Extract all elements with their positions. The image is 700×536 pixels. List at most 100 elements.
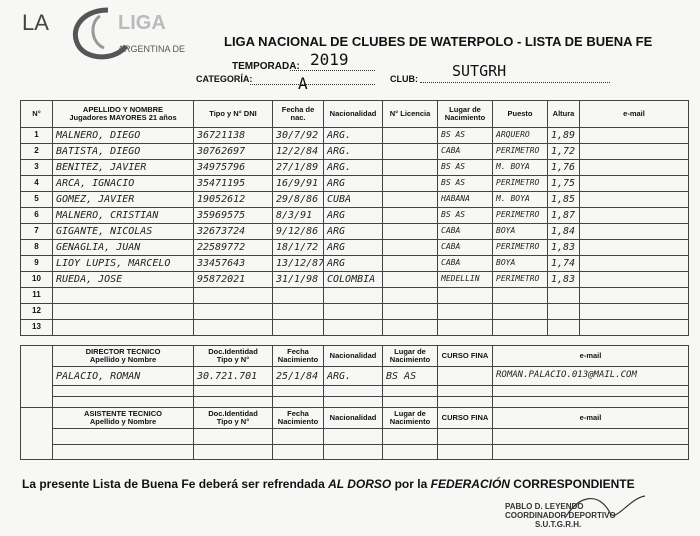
cell-value [579,127,689,144]
cell-value [272,444,324,460]
cell-value: BENITEZ, JAVIER [52,159,194,176]
logo-mark [72,7,129,60]
cell-value [579,255,689,272]
cell-value [382,127,438,144]
cell-value: COLOMBIA [323,271,383,288]
cell-value [492,303,548,320]
cell-value: ARG [323,207,383,224]
cell-value: 9/12/86 [272,223,324,240]
cell-value: 32673724 [193,223,273,240]
cell-value [323,444,383,460]
cell-value: ARG. [323,159,383,176]
club-value: SUTGRH [452,62,507,80]
cell-value: ARG. [323,366,383,386]
cell-value [437,428,493,445]
cell-value [52,303,194,320]
cell-value: ARG [323,255,383,272]
cell-value [52,319,194,336]
cell-value [437,366,493,386]
cell-value [382,175,438,192]
cell-value: RUEDA, JOSE [52,271,194,288]
column-header: e-mail [492,345,689,367]
cell-value [547,303,580,320]
row-number: 8 [20,239,53,256]
cell-value: CABA [437,143,493,160]
cell-value: ARQUERO [492,127,548,144]
cell-value [382,428,438,445]
cell-value: BS AS [437,207,493,224]
row-number: 9 [20,255,53,272]
cell-value [323,428,383,445]
column-header: Altura [547,100,580,128]
cell-value: 18/1/72 [272,239,324,256]
cell-value: ARG [323,223,383,240]
cell-value: 95872021 [193,271,273,288]
cell-value: PERIMETRO [492,175,548,192]
row-number: 10 [20,271,53,288]
footer-emphasis: AL DORSO [328,477,392,491]
title: LIGA NACIONAL DE CLUBES DE WATERPOLO - L… [224,34,653,49]
cell-value [382,143,438,160]
cell-value [437,303,493,320]
column-header: Fecha Nacimiento [272,407,324,429]
section-gutter [20,345,53,408]
row-number: 11 [20,287,53,304]
cell-value [272,303,324,320]
column-header: Fecha Nacimiento [272,345,324,367]
cell-value: 31/1/98 [272,271,324,288]
cell-value: 1,76 [547,159,580,176]
stamp: PABLO D. LEYENDO COORDINADOR DEPORTIVO S… [505,502,616,529]
logo-name: LIGA [118,12,166,34]
cell-value [579,271,689,288]
category-line [250,84,375,85]
footer-emphasis: FEDERACIÓN [430,477,510,491]
cell-value: PERIMETRO [492,207,548,224]
cell-value [323,287,383,304]
cell-value [492,428,689,445]
cell-value: ARG. [323,127,383,144]
cell-value: 34975796 [193,159,273,176]
footer-text: por la [394,477,428,491]
cell-value: 27/1/89 [272,159,324,176]
cell-value: 1,89 [547,127,580,144]
cell-value [579,239,689,256]
row-number: 3 [20,159,53,176]
cell-value [547,287,580,304]
cell-value [492,287,548,304]
cell-value: 33457643 [193,255,273,272]
cell-value: 25/1/84 [272,366,324,386]
cell-value: ROMAN.PALACIO.013@MAIL.COM [492,366,689,386]
cell-value: BS AS [437,175,493,192]
cell-value [193,287,273,304]
cell-value: GIGANTE, NICOLAS [52,223,194,240]
signature [564,495,646,519]
cell-value [382,303,438,320]
cell-value [382,287,438,304]
cell-value: M. BOYA [492,159,548,176]
column-header: Lugar de Nacimiento [382,345,438,367]
row-number: 12 [20,303,53,320]
cell-value [382,319,438,336]
footer-text: CORRESPONDIENTE [513,477,635,491]
cell-value [52,287,194,304]
column-header: N° [20,100,53,128]
cell-value [382,239,438,256]
cell-value: GOMEZ, JAVIER [52,191,194,208]
cell-value [272,319,324,336]
cell-value [382,271,438,288]
cell-value: 1,83 [547,271,580,288]
column-header: Nacionalidad [323,345,383,367]
cell-value: PERIMETRO [492,143,548,160]
cell-value [579,191,689,208]
footer-text: La presente Lista de Buena Fe deberá ser… [22,477,325,491]
column-header: ASISTENTE TECNICO Apellido y Nombre [52,407,194,429]
cell-value: M. BOYA [492,191,548,208]
cell-value: 30/7/92 [272,127,324,144]
cell-value [193,428,273,445]
cell-value [382,159,438,176]
footer-note: La presente Lista de Buena Fe deberá ser… [22,477,635,491]
cell-value [579,175,689,192]
cell-value: 16/9/91 [272,175,324,192]
column-header: e-mail [579,100,689,128]
cell-value: ARG [323,239,383,256]
